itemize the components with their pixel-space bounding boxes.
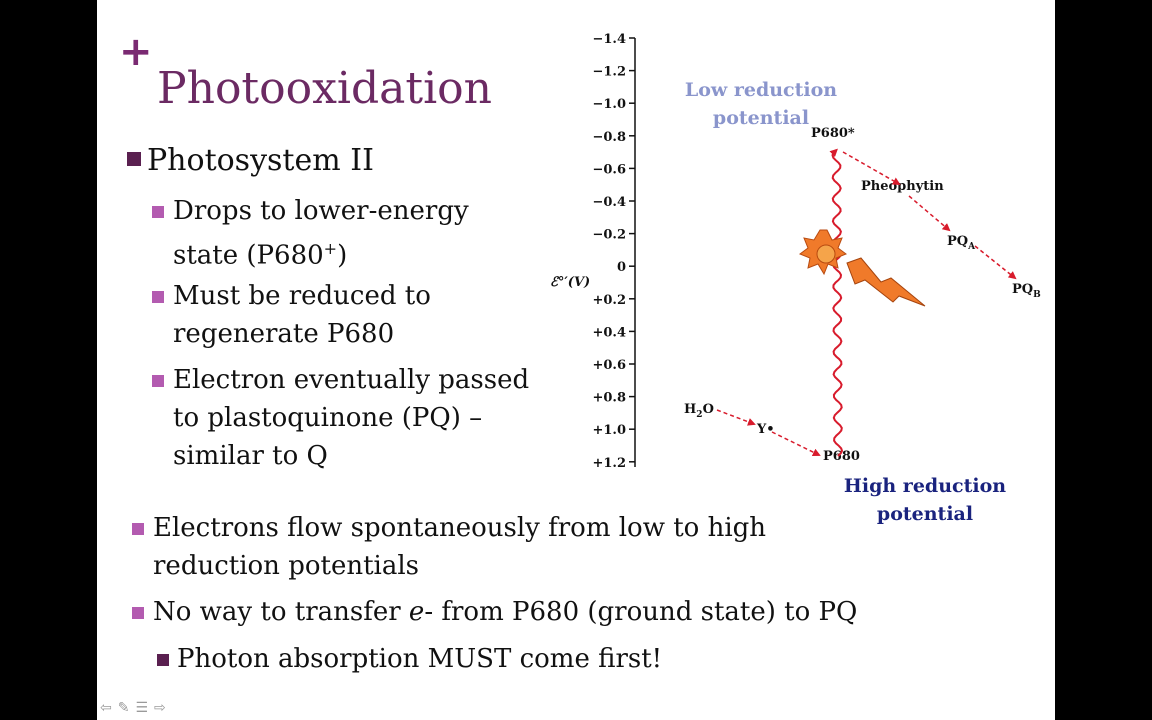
axis-ticks: −1.4 −1.2 −1.0 −0.8 −0.6 −0.4 −0.2 0 +0.2 +0.4 +0.… — [592, 32, 635, 471]
axis-tick-label: −1.2 — [592, 65, 626, 80]
bullet-square-icon — [157, 654, 169, 666]
pen-icon[interactable]: ✎ — [117, 700, 130, 716]
axis-tick-label: +0.2 — [592, 293, 626, 308]
h2o-label: H2O — [684, 402, 714, 420]
sun-icon — [798, 229, 848, 276]
axis-tick-label: +0.4 — [592, 325, 626, 340]
next-arrow-icon[interactable]: ⇨ — [154, 700, 166, 716]
bullet-text: similar to Q — [173, 441, 328, 471]
bullet-square-icon — [132, 523, 144, 535]
arrow-p680-pheophytin — [842, 151, 901, 185]
arrow-y-p680 — [771, 431, 821, 456]
slide: + Photooxidation Photosystem II Drops to… — [97, 0, 1055, 720]
heading-text: Photosystem II — [147, 143, 374, 178]
bullet-square-icon — [152, 291, 164, 303]
excitation-wavy-arrow — [829, 148, 844, 457]
bullet-text: Drops to lower-energy — [173, 196, 469, 226]
bullet-text: Electron eventually passed — [173, 365, 530, 395]
bullet-square-icon — [127, 152, 141, 166]
bullet-text: regenerate P680 — [173, 319, 395, 349]
axis-tick-label: +0.6 — [592, 358, 626, 373]
axis-tick-label: +1.2 — [592, 456, 626, 471]
low-reduction-label: Low reduction — [685, 79, 837, 101]
low-reduction-label-2: potential — [713, 107, 809, 129]
prev-arrow-icon[interactable]: ⇦ — [100, 700, 112, 716]
heading-photosystem: Photosystem II — [127, 143, 374, 179]
photosystem-ii-diagram: −1.4 −1.2 −1.0 −0.8 −0.6 −0.4 −0.2 0 +0.2 +0.4 +0.… — [550, 32, 1041, 525]
axis-tick-label: −0.8 — [592, 130, 626, 145]
bullet-text: Electrons flow spontaneously from low to… — [153, 513, 767, 543]
axis-tick-label: +0.8 — [592, 391, 626, 406]
p680-star-label: P680* — [811, 126, 855, 141]
bullet-text: Photon absorption MUST come first! — [177, 644, 663, 674]
bullet-text: Must be reduced to — [173, 281, 431, 311]
bullet-text: state (P680+) — [173, 239, 348, 271]
bullet-square-icon — [132, 607, 144, 619]
bullet-text: No way to transfer e- from P680 (ground … — [153, 597, 858, 627]
arrow-h2o-y — [716, 409, 756, 426]
axis-tick-label: 0 — [617, 260, 626, 275]
pheophytin-label: Pheophytin — [861, 179, 944, 194]
bullet-text: to plastoquinone (PQ) – — [173, 403, 483, 433]
menu-icon[interactable]: ☰ — [135, 700, 149, 716]
high-reduction-label-2: potential — [877, 503, 973, 525]
axis-label: ℰ°′(V) — [550, 275, 590, 290]
axis-tick-label: −0.6 — [592, 162, 626, 177]
slide-nav-toolbar: ⇦ ✎ ☰ ⇨ — [100, 700, 166, 718]
axis-tick-label: −0.2 — [592, 228, 626, 243]
y-label: Y• — [756, 422, 775, 437]
lightning-bolt-icon — [846, 257, 926, 307]
arrow-pheophytin-pqa — [908, 195, 951, 232]
p680-label: P680 — [823, 449, 860, 464]
arrow-pqa-pqb — [974, 245, 1017, 280]
slide-title: Photooxidation — [157, 63, 492, 114]
bullet-square-icon — [152, 206, 164, 218]
axis-tick-label: −1.0 — [592, 97, 626, 112]
bullet-square-icon — [152, 375, 164, 387]
axis-tick-label: +1.0 — [592, 423, 626, 438]
pqa-label: PQA — [947, 234, 976, 252]
axis-tick-label: −0.4 — [592, 195, 626, 210]
high-reduction-label: High reduction — [844, 475, 1006, 497]
pqb-label: PQB — [1012, 282, 1041, 300]
bullet-text: reduction potentials — [153, 551, 419, 581]
plus-decoration: + — [119, 29, 153, 75]
axis-tick-label: −1.4 — [592, 32, 626, 47]
